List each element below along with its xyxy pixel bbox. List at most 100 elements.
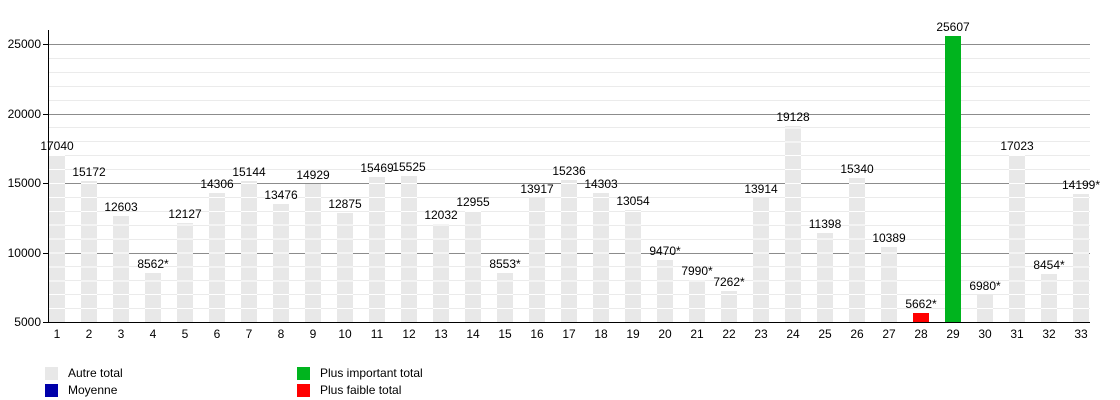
x-tick-label: 26 — [850, 327, 864, 341]
y-axis-tick — [43, 44, 48, 45]
bar-value-label: 17040 — [40, 138, 74, 153]
bar-value-label: 15469 — [360, 160, 394, 175]
bar-value-label: 13476 — [264, 188, 298, 203]
x-tick-label: 23 — [754, 327, 768, 341]
y-gridline-minor — [48, 169, 1090, 171]
x-tick-label: 30 — [978, 327, 992, 341]
legend-swatch — [297, 384, 310, 397]
x-axis — [48, 322, 1090, 323]
y-axis — [48, 30, 49, 322]
legend-swatch — [297, 367, 310, 380]
y-tick-label: 15000 — [7, 176, 41, 190]
x-tick-label: 14 — [466, 327, 480, 341]
bar — [817, 233, 833, 322]
bar-value-label: 8553* — [489, 256, 521, 271]
x-tick-label: 3 — [117, 327, 125, 341]
bar-value-label: 10389 — [872, 231, 906, 246]
y-gridline-minor — [48, 155, 1090, 157]
bar-value-label: 15144 — [232, 165, 266, 179]
bar-value-label: 9470* — [649, 243, 681, 258]
bar — [209, 192, 225, 322]
y-gridline-minor — [48, 85, 1090, 87]
bar — [561, 179, 577, 322]
bar-value-label: 12127 — [168, 206, 202, 221]
x-tick-label: 16 — [530, 327, 544, 341]
legend-swatch — [45, 384, 58, 397]
y-gridline-major — [48, 44, 1090, 45]
bar-value-label: 7262* — [713, 274, 745, 289]
bar — [433, 224, 449, 322]
x-tick-label: 13 — [434, 327, 448, 341]
x-tick-label: 28 — [914, 327, 928, 341]
y-axis-tick — [43, 113, 48, 115]
x-tick-label: 33 — [1074, 327, 1088, 341]
bar — [305, 184, 321, 322]
legend-label: Autre total — [68, 366, 123, 380]
x-tick-label: 10 — [338, 327, 352, 341]
bar — [401, 175, 417, 322]
y-gridline-minor — [48, 57, 1090, 59]
bar — [657, 259, 673, 322]
bar-value-label: 13054 — [616, 194, 650, 208]
x-tick-label: 7 — [245, 327, 253, 341]
bar-value-label: 15236 — [552, 163, 586, 178]
x-tick-label: 12 — [402, 327, 416, 341]
y-axis-tick — [43, 322, 48, 323]
x-tick-label: 20 — [658, 327, 672, 341]
bar — [273, 204, 289, 322]
bar-value-label: 14929 — [296, 168, 330, 182]
y-gridline-major — [48, 113, 1090, 115]
bar — [849, 178, 865, 322]
x-tick-label: 27 — [882, 327, 896, 341]
y-gridline-minor — [48, 127, 1090, 129]
bar — [465, 211, 481, 322]
plot-area: 5000 10000 15000 20000 25000 17040 1 15172 2 1260… — [7, 21, 1101, 341]
bar-value-label: 5662* — [905, 296, 937, 311]
legend-swatch — [45, 367, 58, 380]
bar-value-label: 15340 — [840, 162, 874, 177]
x-tick-label: 17 — [562, 327, 576, 341]
x-tick-label: 11 — [370, 327, 384, 341]
y-gridline-minor — [48, 141, 1090, 143]
bar — [689, 280, 705, 322]
bar — [177, 222, 193, 322]
x-tick-label: 6 — [213, 327, 221, 341]
bar-value-label: 11398 — [808, 217, 842, 232]
legend-label: Moyenne — [68, 383, 118, 397]
bar — [49, 154, 65, 322]
bar-value-label: 13914 — [744, 182, 778, 197]
x-tick-label: 9 — [309, 327, 317, 341]
bar — [721, 290, 737, 322]
y-tick-label: 25000 — [7, 37, 41, 51]
x-tick-label: 2 — [85, 327, 93, 341]
x-tick-label: 31 — [1010, 327, 1024, 341]
x-tick-label: 19 — [626, 327, 640, 341]
bar-value-label: 12603 — [104, 200, 138, 215]
bar — [945, 35, 961, 322]
bar-value-label: 14306 — [200, 176, 234, 191]
bar — [145, 272, 161, 322]
x-tick-label: 29 — [946, 327, 960, 341]
bar — [529, 198, 545, 322]
bar-value-label: 14199* — [1061, 178, 1101, 193]
x-tick-label: 8 — [277, 327, 285, 341]
y-tick-label: 10000 — [7, 245, 41, 260]
bar — [81, 180, 97, 322]
bar-value-label: 13917 — [520, 182, 554, 197]
x-tick-label: 5 — [181, 327, 189, 341]
bar — [881, 247, 897, 322]
bar-value-label: 15525 — [392, 159, 426, 174]
bar-value-label: 15172 — [72, 164, 106, 179]
y-tick-label: 5000 — [14, 315, 41, 329]
bar — [369, 176, 385, 322]
bar-value-label: 8454* — [1033, 258, 1065, 272]
bar — [785, 125, 801, 322]
bar-value-label: 12032 — [424, 208, 458, 223]
bar — [241, 181, 257, 322]
y-gridline-minor — [48, 71, 1090, 73]
x-tick-label: 15 — [498, 327, 512, 341]
bar — [753, 198, 769, 322]
bar — [1073, 194, 1089, 322]
legend-label: Plus important total — [320, 366, 423, 380]
